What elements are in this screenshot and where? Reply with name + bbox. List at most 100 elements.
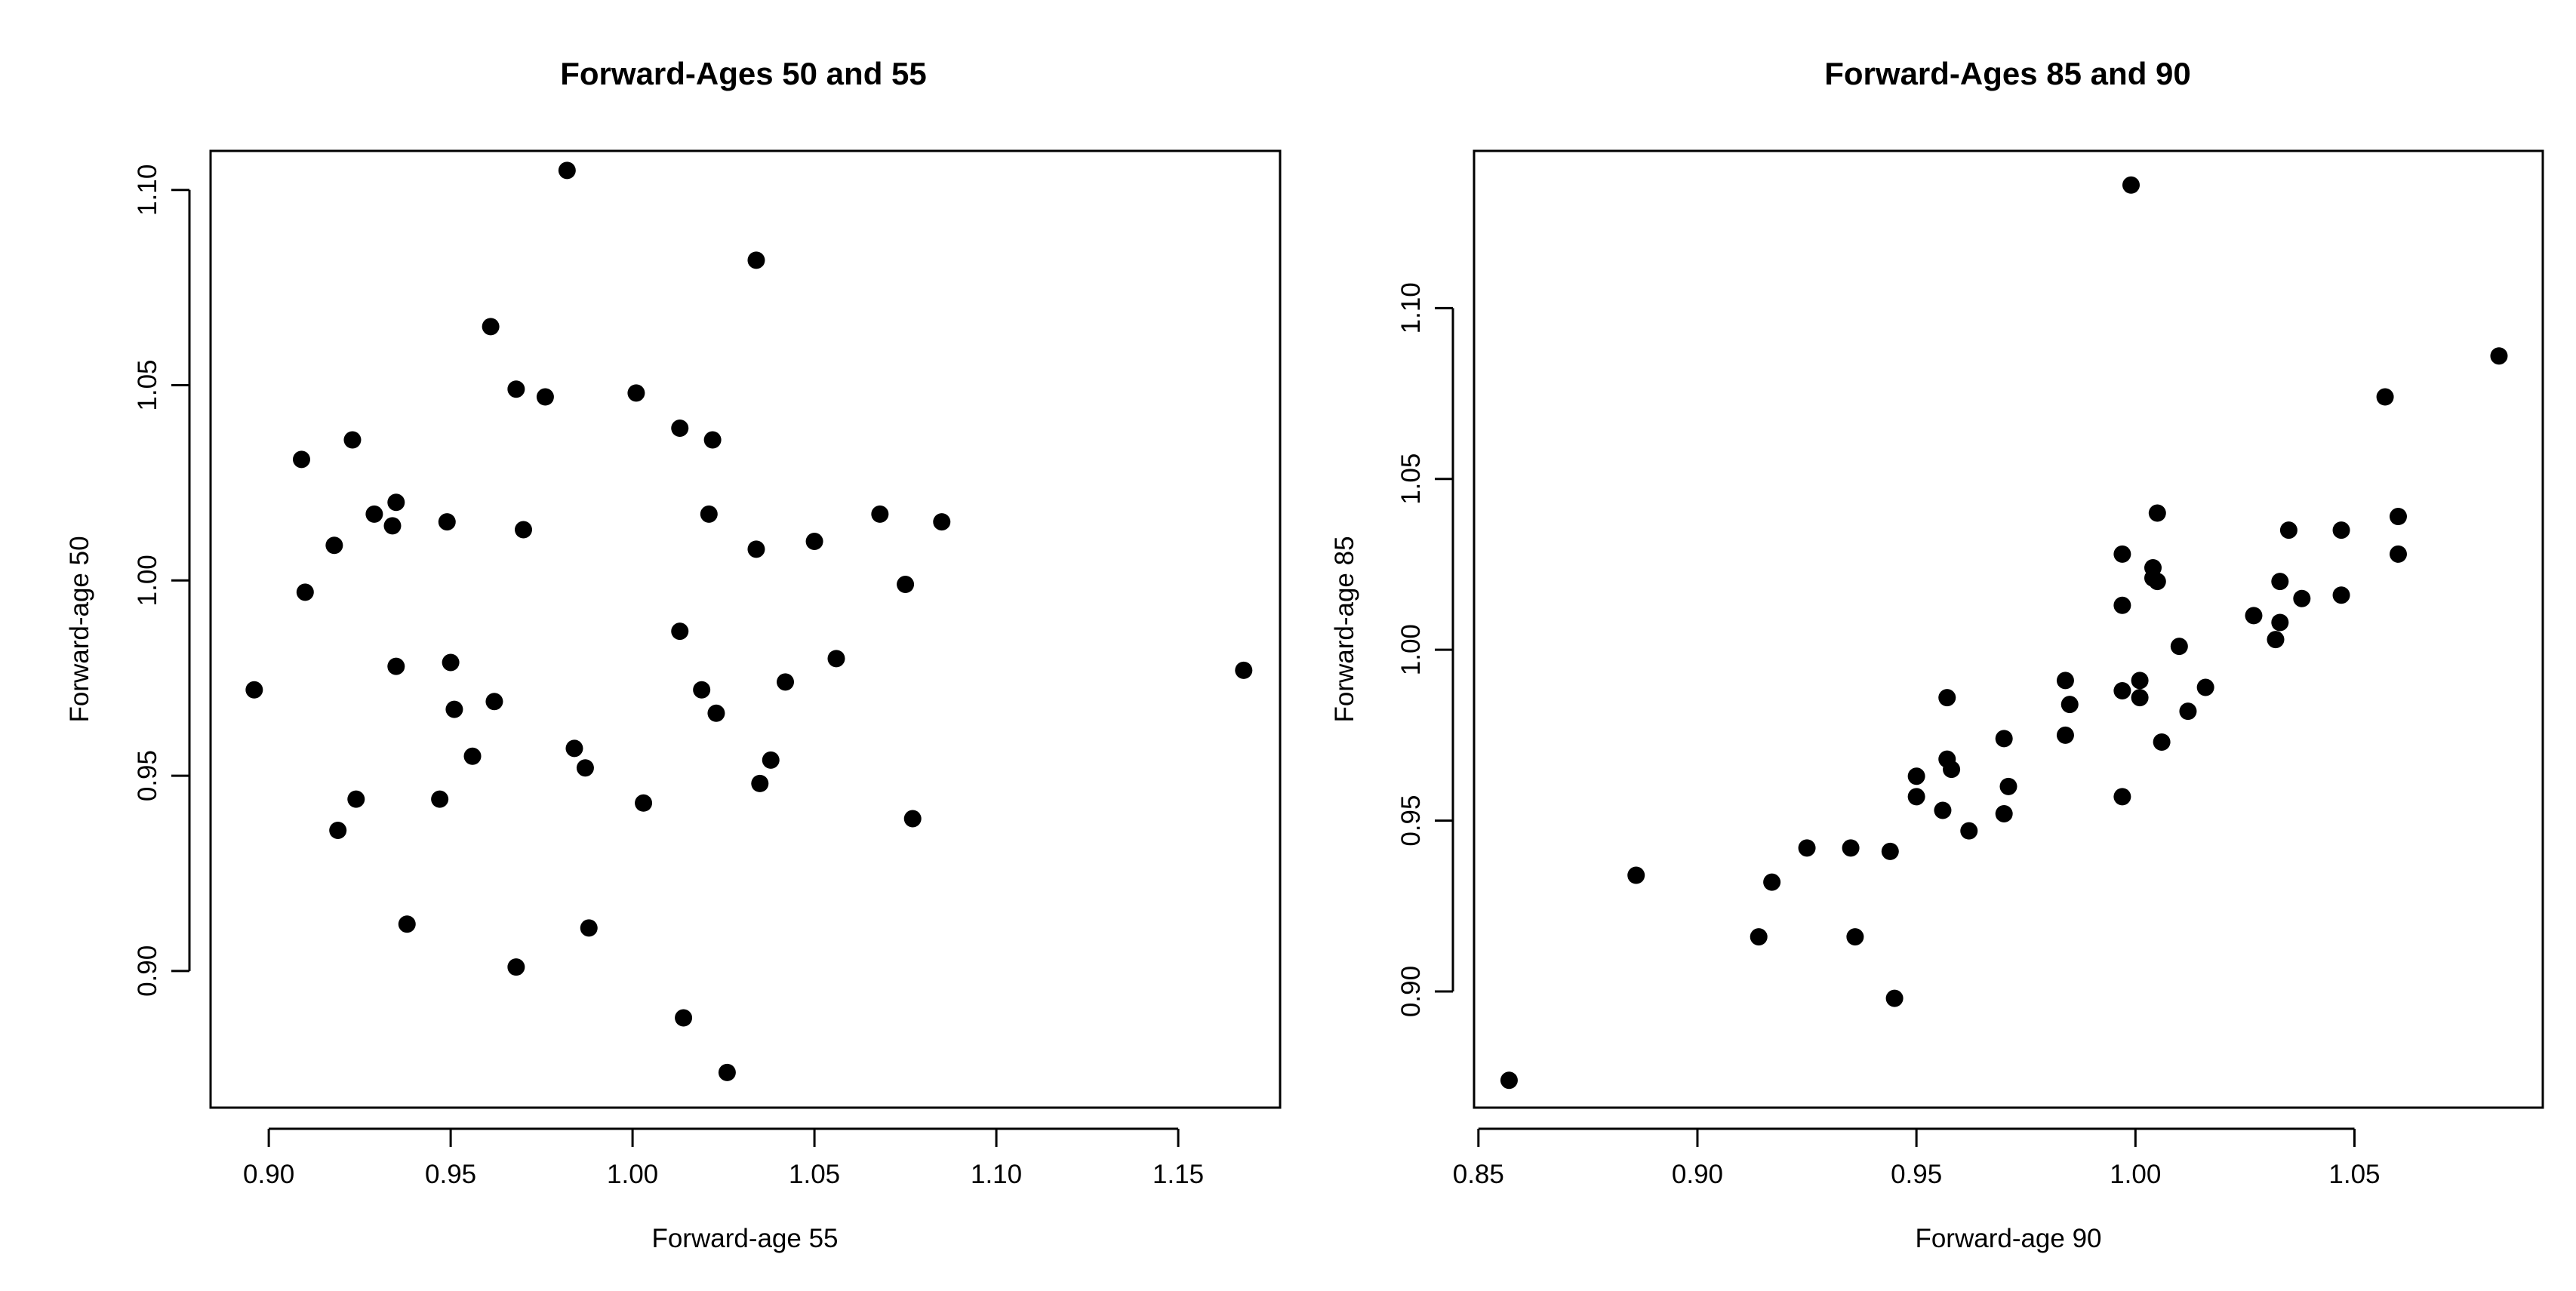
x-tick-label: 1.05	[789, 1160, 840, 1189]
x-tick-label: 1.00	[607, 1160, 658, 1189]
data-point	[1938, 689, 1956, 707]
data-point	[1999, 777, 2017, 795]
data-point	[2113, 682, 2131, 700]
data-point	[329, 822, 347, 840]
data-point	[1627, 866, 1645, 884]
data-point	[1960, 822, 1978, 840]
data-point	[343, 431, 362, 449]
x-tick-label: 1.00	[2110, 1160, 2161, 1189]
data-point	[2056, 726, 2074, 744]
data-point	[558, 161, 576, 180]
data-point	[2131, 689, 2149, 707]
data-point	[635, 794, 653, 812]
data-point	[2389, 508, 2407, 526]
data-point	[576, 759, 594, 777]
data-point	[2196, 678, 2214, 696]
data-point	[2113, 596, 2131, 614]
data-point	[565, 739, 583, 758]
data-point	[387, 657, 405, 675]
chart-title: Forward-Ages 85 and 90	[1824, 56, 2190, 91]
data-point	[580, 919, 598, 937]
data-point	[2245, 607, 2263, 625]
data-point	[1750, 928, 1768, 946]
x-axis: 0.85 0.90 0.95 1.00 1.05	[1453, 1127, 2381, 1189]
data-point	[2153, 733, 2171, 751]
data-point	[2293, 589, 2311, 607]
data-point	[507, 958, 525, 976]
data-point	[693, 681, 711, 699]
data-point	[747, 540, 765, 558]
plot-frame	[209, 149, 1282, 1109]
data-point	[700, 505, 718, 523]
data-point	[1881, 842, 1899, 860]
data-point	[1995, 805, 2013, 823]
data-point	[675, 1009, 693, 1027]
data-point	[2490, 347, 2508, 365]
x-tick-label: 0.95	[1891, 1160, 1942, 1189]
data-point	[827, 650, 845, 668]
y-tick-label: 0.90	[133, 945, 162, 997]
data-point	[1763, 873, 1781, 891]
y-tick-label: 1.05	[1396, 453, 1426, 505]
x-axis-label: Forward-age 55	[651, 1224, 838, 1253]
data-point	[1907, 767, 1925, 785]
data-point	[897, 575, 915, 593]
x-tick-label: 0.90	[243, 1160, 294, 1189]
y-axis: 0.90 0.95 1.00 1.05 1.10	[1396, 282, 1454, 1017]
data-point	[707, 704, 725, 722]
data-point	[2271, 613, 2289, 632]
y-tick-label: 0.95	[1396, 795, 1426, 847]
data-point	[442, 653, 460, 672]
data-points	[1500, 176, 2508, 1090]
data-point	[2332, 521, 2350, 539]
data-point	[507, 380, 525, 398]
data-point	[292, 450, 310, 469]
data-point	[2170, 638, 2188, 656]
x-axis-label: Forward-age 90	[1915, 1224, 2101, 1253]
data-point	[514, 521, 532, 539]
data-point	[2389, 545, 2407, 563]
data-point	[1500, 1071, 1518, 1090]
x-tick-label: 1.10	[971, 1160, 1022, 1189]
data-point	[1798, 839, 1816, 857]
data-point	[2056, 672, 2074, 690]
data-point	[2179, 702, 2197, 721]
data-point	[245, 681, 263, 699]
data-point	[871, 505, 889, 523]
y-tick-label: 1.00	[133, 555, 162, 606]
data-point	[627, 384, 645, 402]
data-point	[347, 790, 365, 808]
y-tick-label: 1.10	[1396, 282, 1426, 334]
data-point	[383, 517, 402, 535]
scatter-panel-ages-85-90: Forward-Ages 85 and 90 0.85 0.90 0.95 1.00 1…	[1330, 56, 2544, 1253]
scatter-panel-ages-50-55: Forward-Ages 50 and 55 0.90 0.95 1.00 1.05 1…	[65, 56, 1282, 1253]
data-point	[2131, 672, 2149, 690]
data-point	[2060, 696, 2079, 714]
data-point	[536, 388, 554, 406]
data-point	[463, 747, 482, 765]
data-point	[762, 751, 780, 769]
data-point	[1943, 761, 1961, 779]
data-point	[805, 533, 823, 551]
x-tick-label: 1.15	[1153, 1160, 1204, 1189]
x-tick-label: 0.85	[1453, 1160, 1504, 1189]
data-point	[1842, 839, 1860, 857]
data-point	[2113, 545, 2131, 563]
data-point	[2279, 521, 2297, 539]
x-tick-label: 0.95	[425, 1160, 476, 1189]
y-tick-label: 1.10	[133, 164, 162, 216]
data-point	[671, 622, 689, 641]
data-point	[2148, 573, 2166, 591]
data-point	[933, 513, 951, 531]
plot-frame	[1473, 149, 2544, 1109]
data-point	[1934, 801, 1952, 819]
data-point	[438, 513, 456, 531]
x-tick-label: 0.90	[1672, 1160, 1723, 1189]
data-point	[431, 790, 449, 808]
data-point	[2122, 176, 2140, 194]
y-tick-label: 1.05	[133, 359, 162, 410]
data-point	[747, 251, 765, 269]
data-point	[365, 505, 383, 523]
data-point	[445, 700, 463, 718]
